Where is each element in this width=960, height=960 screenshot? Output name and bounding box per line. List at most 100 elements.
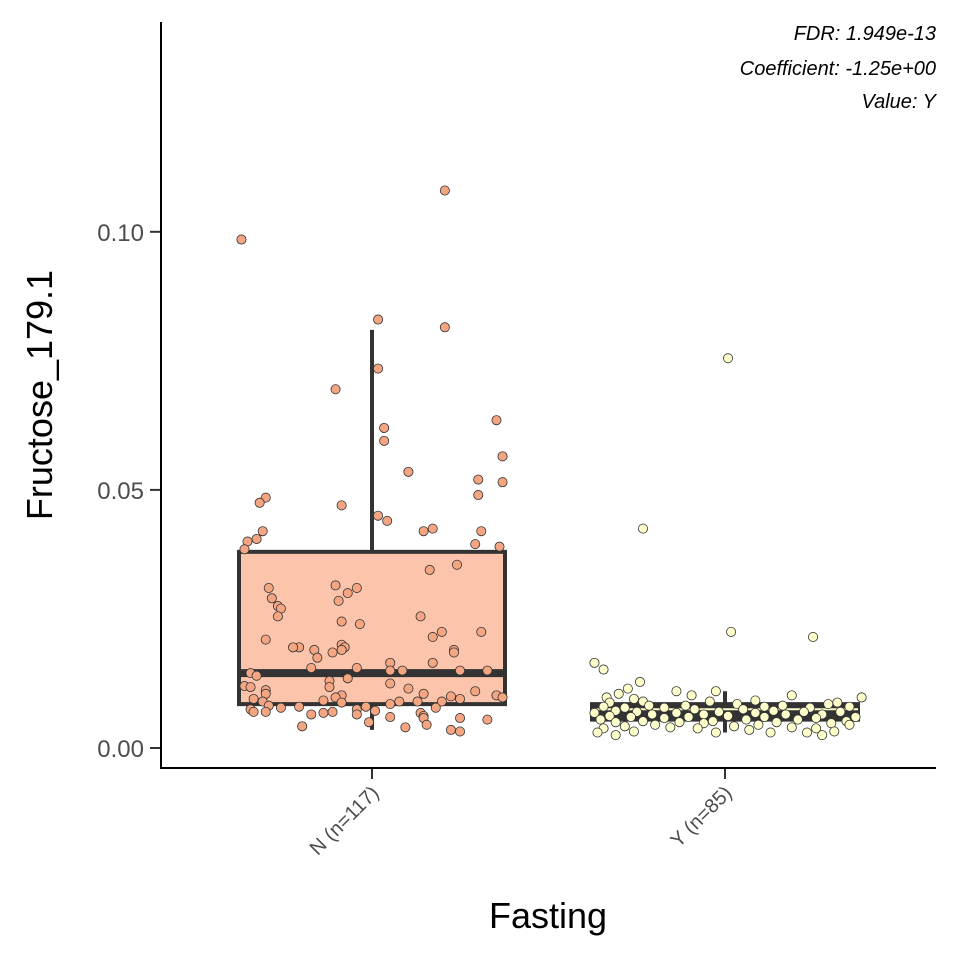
y-axis-title: Fructose_179.1 <box>19 270 60 520</box>
data-point <box>260 706 271 717</box>
data-point <box>619 721 630 732</box>
data-point <box>671 686 682 697</box>
data-point <box>455 693 466 704</box>
data-point <box>476 626 487 637</box>
data-point <box>850 712 861 723</box>
data-point <box>710 727 721 738</box>
data-point <box>698 709 709 720</box>
data-point <box>610 730 621 741</box>
data-point <box>327 706 338 717</box>
data-point <box>336 644 347 655</box>
data-point <box>455 665 466 676</box>
data-point <box>744 724 755 735</box>
data-point <box>421 719 432 730</box>
y-tick-group: 0.00 0.05 0.10 <box>97 220 160 763</box>
annotation-fdr: FDR: 1.949e-13 <box>794 23 936 45</box>
data-point <box>482 714 493 725</box>
box-rect <box>237 549 507 707</box>
data-point <box>342 673 353 684</box>
data-point <box>692 723 703 734</box>
data-point <box>412 696 423 707</box>
data-point <box>613 688 624 699</box>
data-point <box>336 616 347 627</box>
data-point <box>771 717 782 728</box>
data-point <box>330 384 341 395</box>
data-point <box>497 451 508 462</box>
data-point <box>333 595 344 606</box>
data-point <box>427 657 438 668</box>
data-point <box>619 702 630 713</box>
data-point <box>638 523 649 534</box>
data-point <box>385 699 396 710</box>
data-point <box>683 712 694 723</box>
data-point <box>589 707 600 718</box>
data-point <box>768 705 779 716</box>
data-point <box>351 582 362 593</box>
data-point <box>826 718 837 729</box>
data-point <box>455 713 466 724</box>
data-point <box>330 580 341 591</box>
data-point <box>427 632 438 643</box>
data-point <box>723 353 734 364</box>
data-point <box>324 682 335 693</box>
data-point <box>251 533 262 544</box>
data-point <box>808 632 819 643</box>
data-point <box>239 544 250 555</box>
box-group-n <box>236 185 508 737</box>
data-point <box>638 716 649 727</box>
data-point <box>726 626 737 637</box>
x-tick-group: N (n=117) Y (n=85) <box>306 769 737 860</box>
data-point <box>829 726 840 737</box>
data-point <box>811 713 822 724</box>
data-point <box>473 490 484 501</box>
data-point <box>470 686 481 697</box>
data-point <box>385 665 396 676</box>
data-point <box>318 707 329 718</box>
data-point <box>473 474 484 485</box>
data-point <box>659 702 670 713</box>
data-point <box>759 712 770 723</box>
x-axis-title: Fasting <box>489 895 607 936</box>
y-tick-label: 0.05 <box>97 478 144 505</box>
data-point <box>470 539 481 550</box>
data-point <box>798 706 809 717</box>
data-point <box>354 619 365 630</box>
data-point <box>266 593 277 604</box>
data-point <box>424 564 435 575</box>
data-point <box>363 717 374 728</box>
data-point <box>604 710 615 721</box>
data-point <box>750 695 761 706</box>
data-point <box>385 678 396 689</box>
data-point <box>750 707 761 718</box>
data-point <box>297 721 308 732</box>
y-tick-label: 0.00 <box>97 736 144 763</box>
data-point <box>835 706 846 717</box>
data-point <box>336 500 347 511</box>
data-point <box>659 713 670 724</box>
data-point <box>610 717 621 728</box>
data-point <box>445 691 456 702</box>
data-point <box>254 497 265 508</box>
data-point <box>294 701 305 712</box>
data-point <box>765 727 776 738</box>
x-tick-label: N (n=117) <box>306 782 384 860</box>
data-point <box>272 611 283 622</box>
data-point <box>644 700 655 711</box>
annotation-coefficient: Coefficient: -1.25e+00 <box>740 58 936 80</box>
data-point <box>811 723 822 734</box>
data-point <box>753 719 764 730</box>
data-point <box>634 676 645 687</box>
data-point <box>306 709 317 720</box>
data-point <box>427 523 438 534</box>
data-point <box>382 515 393 526</box>
data-point <box>351 709 362 720</box>
data-point <box>671 707 682 718</box>
x-tick-label: Y (n=85) <box>667 782 737 852</box>
data-point <box>373 510 384 521</box>
annotation-group: FDR: 1.949e-13 Coefficient: -1.25e+00 Va… <box>740 23 938 113</box>
data-point <box>625 712 636 723</box>
data-point <box>418 526 429 537</box>
data-point <box>260 634 271 645</box>
data-point <box>801 727 812 738</box>
